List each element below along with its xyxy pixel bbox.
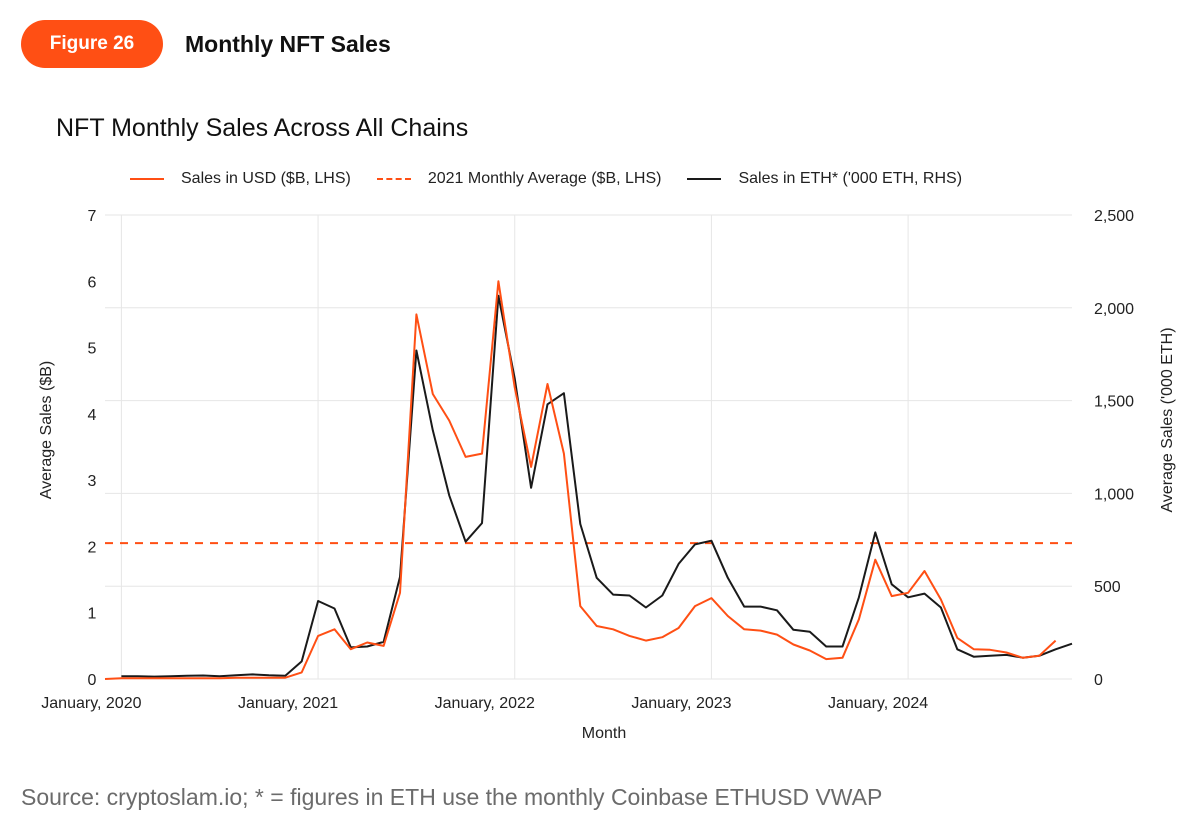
y-tick-label-left: 7: [88, 208, 97, 225]
x-tick-label: January, 2023: [631, 695, 731, 712]
y-tick-label-left: 4: [88, 407, 97, 424]
y-tick-label-right: 500: [1094, 579, 1121, 596]
figure-title: Monthly NFT Sales: [185, 31, 391, 57]
y-axis-title-right: Average Sales ('000 ETH): [1159, 327, 1176, 512]
y-tick-label-right: 2,000: [1094, 301, 1134, 318]
source-note: Source: cryptoslam.io; * = figures in ET…: [21, 784, 883, 810]
legend-item-eth: Sales in ETH* ('000 ETH, RHS): [687, 170, 962, 188]
y-tick-label-left: 0: [88, 672, 97, 689]
legend-swatch-avg: [376, 178, 411, 180]
legend-item-avg: 2021 Monthly Average ($B, LHS): [376, 170, 662, 188]
series-eth-line: [121, 294, 1073, 678]
chart-legend: Sales in USD ($B, LHS) 2021 Monthly Aver…: [130, 168, 988, 190]
chart-title: NFT Monthly Sales Across All Chains: [56, 114, 469, 142]
y-axis-title-left: Average Sales ($B): [38, 361, 55, 499]
y-tick-label-right: 1,000: [1094, 486, 1134, 503]
x-tick-label: January, 2021: [238, 695, 338, 712]
y-tick-label-left: 1: [88, 606, 97, 623]
legend-label-usd: Sales in USD ($B, LHS): [181, 170, 351, 187]
y-tick-label-left: 2: [88, 539, 97, 556]
x-axis-title: Month: [582, 725, 626, 742]
legend-item-usd: Sales in USD ($B, LHS): [130, 170, 351, 188]
y-tick-label-left: 6: [88, 274, 97, 291]
legend-swatch-usd: [130, 178, 164, 180]
legend-label-eth: Sales in ETH* ('000 ETH, RHS): [738, 170, 963, 187]
y-tick-label-right: 1,500: [1094, 394, 1134, 411]
y-tick-label-right: 0: [1094, 672, 1103, 689]
y-tick-label-left: 5: [88, 341, 97, 358]
series-usd-line: [104, 280, 1057, 680]
x-tick-label: January, 2020: [41, 695, 141, 712]
x-tick-label: January, 2022: [435, 695, 535, 712]
legend-swatch-eth: [687, 178, 722, 180]
figure-badge: Figure 26: [21, 20, 163, 68]
x-tick-label: January, 2024: [828, 695, 928, 712]
y-tick-label-left: 3: [88, 473, 97, 490]
y-tick-label-right: 2,500: [1094, 208, 1134, 225]
legend-label-avg: 2021 Monthly Average ($B, LHS): [427, 170, 662, 187]
